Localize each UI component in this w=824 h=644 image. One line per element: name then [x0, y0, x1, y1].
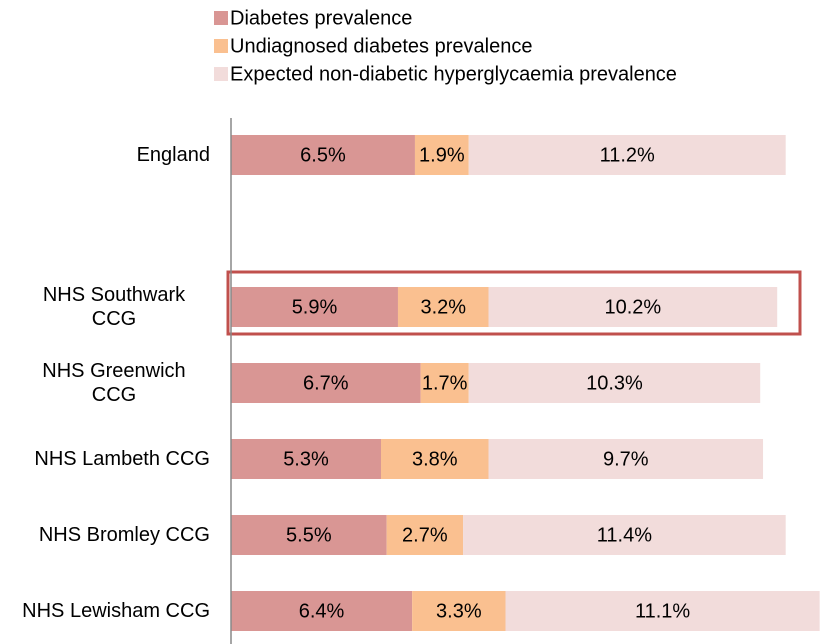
bar-segment: [380, 439, 489, 479]
bar-segment: [231, 287, 398, 327]
category-text: NHS Greenwich CCG: [42, 360, 186, 406]
legend-swatch: [214, 67, 228, 81]
bar-segment: [505, 591, 820, 631]
data-label: 6.5%: [300, 144, 346, 166]
data-label: 5.5%: [286, 524, 332, 546]
data-label: 5.3%: [283, 448, 329, 470]
category-label: NHS Bromley CCG: [10, 523, 210, 547]
legend-swatch: [214, 39, 228, 53]
data-label: 1.7%: [422, 372, 468, 394]
bar-segment: [420, 363, 469, 403]
bar-segment: [231, 135, 415, 175]
category-text: NHS Lewisham CCG: [22, 600, 210, 622]
highlight-box: [226, 270, 802, 336]
data-label: 6.7%: [303, 372, 349, 394]
category-label: NHS Lewisham CCG: [10, 599, 210, 623]
legend-label: Undiagnosed diabetes prevalence: [230, 35, 532, 57]
data-label: 9.7%: [603, 448, 649, 470]
data-label: 11.2%: [600, 144, 655, 166]
bar-segment: [231, 591, 413, 631]
category-text: NHS Bromley CCG: [38, 524, 210, 546]
data-label: 10.3%: [586, 372, 643, 394]
data-label: 11.1%: [635, 600, 690, 622]
bar-segment: [386, 515, 464, 555]
data-label: 10.2%: [605, 296, 662, 318]
category-text: NHS Southwark CCG: [42, 284, 186, 330]
legend-swatch: [214, 11, 228, 25]
data-label: 2.7%: [402, 524, 448, 546]
category-label: NHS Lambeth CCG: [10, 447, 210, 471]
bar-segment: [231, 515, 387, 555]
bar-segment: [412, 591, 506, 631]
data-label: 6.4%: [299, 600, 345, 622]
legend-label: Expected non-diabetic hyperglycaemia pre…: [230, 63, 677, 85]
bar-segment: [397, 287, 489, 327]
bar-segment: [463, 515, 786, 555]
legend-label: Diabetes prevalence: [230, 7, 412, 29]
bar-segment: [231, 363, 421, 403]
data-label: 5.9%: [292, 296, 338, 318]
data-label: 1.9%: [419, 144, 465, 166]
bar-segment: [414, 135, 469, 175]
bar-segment: [488, 439, 764, 479]
bar-segment: [231, 439, 381, 479]
category-label: England: [10, 143, 210, 167]
bar-segment: [488, 287, 778, 327]
category-label: NHS Greenwich CCG: [10, 359, 210, 407]
category-label: NHS Southwark CCG: [10, 283, 210, 331]
bar-segment: [468, 363, 761, 403]
data-label: 3.8%: [412, 448, 458, 470]
category-text: NHS Lambeth CCG: [34, 448, 210, 470]
category-text: England: [136, 144, 210, 166]
bar-segment: [468, 135, 786, 175]
data-label: 11.4%: [597, 524, 652, 546]
data-label: 3.3%: [436, 600, 482, 622]
data-label: 3.2%: [420, 296, 466, 318]
